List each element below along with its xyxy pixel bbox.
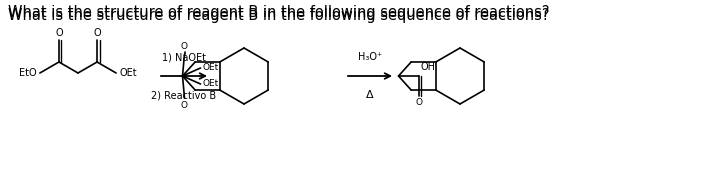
Text: OEt: OEt (202, 63, 219, 72)
Text: OEt: OEt (202, 80, 219, 89)
Text: O: O (180, 42, 187, 51)
Text: O: O (180, 101, 187, 110)
Text: H₃O⁺: H₃O⁺ (358, 52, 382, 62)
Text: What is the structure of reagent B in the following sequence of reactions?: What is the structure of reagent B in th… (8, 5, 550, 20)
Text: O: O (55, 28, 63, 38)
Text: O: O (93, 28, 101, 38)
Text: Δ: Δ (366, 90, 374, 100)
Text: 2) Reactivo B: 2) Reactivo B (151, 90, 217, 100)
Text: What is the structure of reagent B in the following sequence of reactions?: What is the structure of reagent B in th… (8, 8, 550, 23)
Text: O: O (415, 98, 422, 107)
Text: OEt: OEt (119, 68, 136, 78)
Text: EtO: EtO (19, 68, 37, 78)
Text: 1) NaOEt: 1) NaOEt (162, 52, 206, 62)
Text: OH: OH (420, 62, 436, 72)
